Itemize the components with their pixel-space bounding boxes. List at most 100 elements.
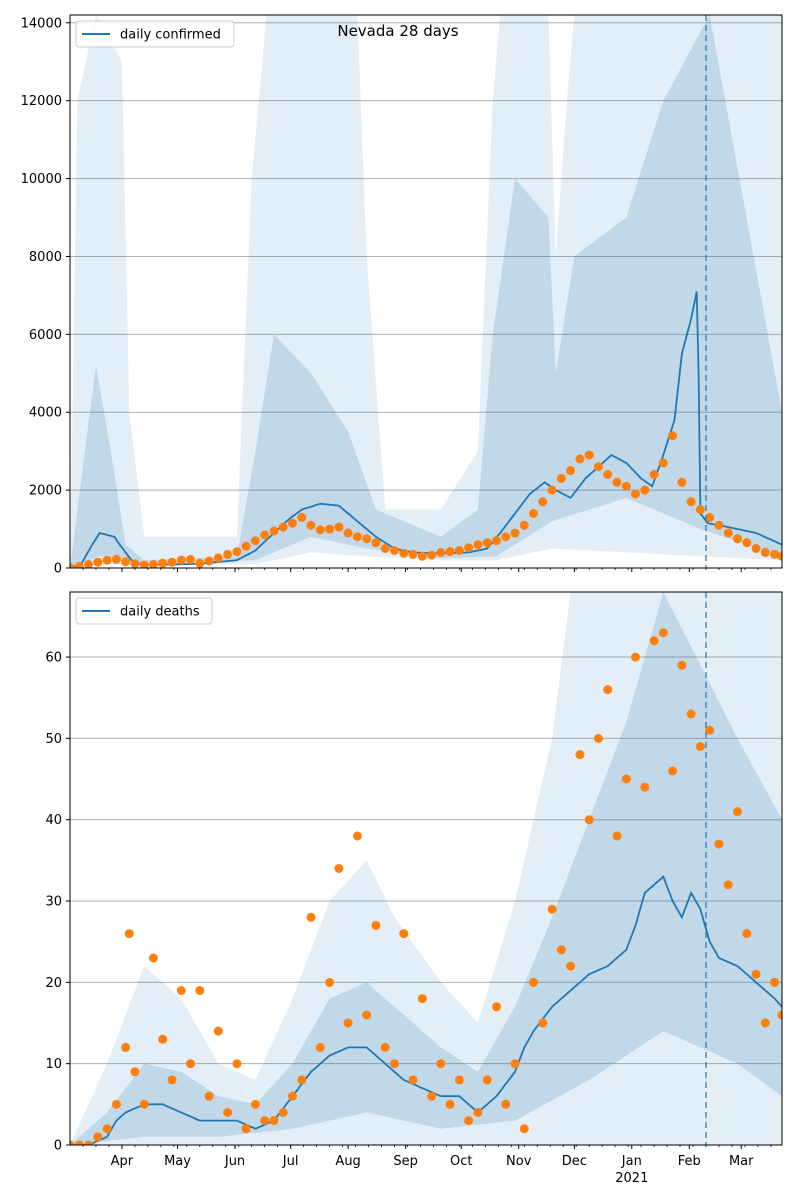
observed-point — [705, 512, 715, 522]
observed-point — [102, 555, 112, 565]
observed-point — [566, 466, 576, 476]
observed-point — [751, 544, 761, 553]
observed-point — [649, 470, 659, 479]
observed-point — [677, 660, 687, 670]
observed-point — [658, 458, 668, 468]
observed-point — [593, 733, 603, 743]
observed-point — [325, 977, 335, 987]
observed-point — [492, 536, 501, 546]
observed-point — [352, 831, 362, 841]
observed-point — [556, 473, 566, 483]
observed-point — [93, 557, 103, 567]
observed-point — [519, 520, 529, 530]
observed-point — [621, 481, 631, 491]
observed-point — [751, 969, 761, 979]
x-tick-label: Jun — [224, 1154, 245, 1169]
observed-point — [733, 534, 742, 544]
observed-point — [556, 945, 566, 955]
x-tick-label: Jan — [621, 1154, 642, 1169]
legend-label-deaths: daily deaths — [120, 605, 200, 620]
observed-point — [705, 725, 715, 735]
observed-point — [584, 815, 594, 825]
observed-point — [84, 1140, 93, 1145]
observed-point — [260, 530, 270, 540]
observed-point — [204, 556, 214, 566]
y-tick-label: 60 — [45, 651, 62, 666]
y-tick-label: 8000 — [29, 250, 62, 265]
observed-point — [723, 528, 733, 538]
x-tick-label: Aug — [335, 1154, 360, 1169]
observed-point — [269, 1116, 279, 1126]
observed-point — [306, 520, 316, 530]
observed-point — [427, 550, 437, 560]
observed-point — [714, 520, 724, 530]
legend-box — [75, 20, 235, 48]
observed-point — [250, 1099, 260, 1109]
observed-point — [130, 559, 140, 568]
observed-point — [278, 522, 288, 532]
observed-point — [93, 1132, 103, 1142]
observed-point — [232, 547, 242, 557]
observed-point — [167, 1075, 177, 1085]
observed-point — [371, 538, 381, 548]
deaths-line — [70, 875, 782, 1145]
observed-point — [315, 1042, 325, 1052]
y-tick-label: 20 — [45, 976, 62, 991]
observed-point — [760, 547, 770, 557]
x-tick-label: Sep — [393, 1154, 418, 1169]
observed-point — [584, 450, 594, 460]
observed-point — [371, 920, 381, 930]
observed-point — [733, 807, 742, 817]
legend-label-confirmed: daily confirmed — [120, 28, 221, 43]
observed-point — [658, 628, 668, 638]
observed-point — [306, 912, 316, 922]
observed-point — [631, 489, 640, 499]
confirmed-axes-frame — [69, 14, 783, 569]
observed-point — [473, 540, 483, 550]
observed-point — [121, 1042, 131, 1052]
observed-point — [770, 977, 780, 987]
y-tick-label: 12000 — [21, 94, 62, 109]
observed-point — [213, 553, 223, 563]
y-tick-label: 2000 — [29, 484, 62, 499]
y-tick-label: 14000 — [21, 16, 62, 31]
observed-point — [649, 636, 659, 646]
confirmed-y-ticks: 0 2000 4000 6000 8000 10000 12000 14000 — [21, 16, 70, 577]
observed-point — [677, 477, 687, 487]
observed-point — [777, 551, 782, 561]
observed-point — [593, 462, 603, 472]
observed-point — [686, 497, 696, 507]
observed-point — [668, 431, 678, 441]
observed-point — [436, 547, 446, 557]
observed-point — [297, 1075, 307, 1085]
observed-point — [464, 543, 474, 553]
observed-point — [148, 560, 158, 568]
observed-point — [529, 509, 538, 518]
observed-point — [538, 1018, 548, 1028]
observed-point — [501, 532, 511, 542]
deaths-panel: 0 10 20 30 40 50 60 Apr May Jun Jul Aug Sep Oct Nov De… — [45, 591, 783, 1186]
y-tick-label: 4000 — [29, 406, 62, 421]
y-tick-label: 10 — [45, 1057, 62, 1072]
observed-point — [223, 549, 233, 559]
observed-point — [668, 766, 678, 776]
observed-point — [714, 839, 724, 849]
observed-point — [760, 1018, 770, 1028]
observed-point — [195, 986, 205, 995]
observed-point — [695, 742, 705, 751]
observed-point — [232, 1059, 242, 1069]
observed-point — [742, 538, 752, 548]
observed-point — [436, 1059, 446, 1069]
observed-point — [213, 1026, 223, 1036]
observed-point — [158, 558, 168, 568]
observed-point — [723, 880, 733, 890]
observed-point — [390, 546, 399, 555]
chart-title: Nevada 28 days — [337, 22, 458, 40]
observed-point — [352, 532, 362, 542]
observed-point — [603, 685, 613, 695]
observed-point — [482, 538, 492, 548]
observed-point — [84, 560, 93, 568]
observed-point — [538, 497, 548, 507]
observed-point — [74, 1140, 84, 1145]
observed-point — [575, 750, 585, 760]
